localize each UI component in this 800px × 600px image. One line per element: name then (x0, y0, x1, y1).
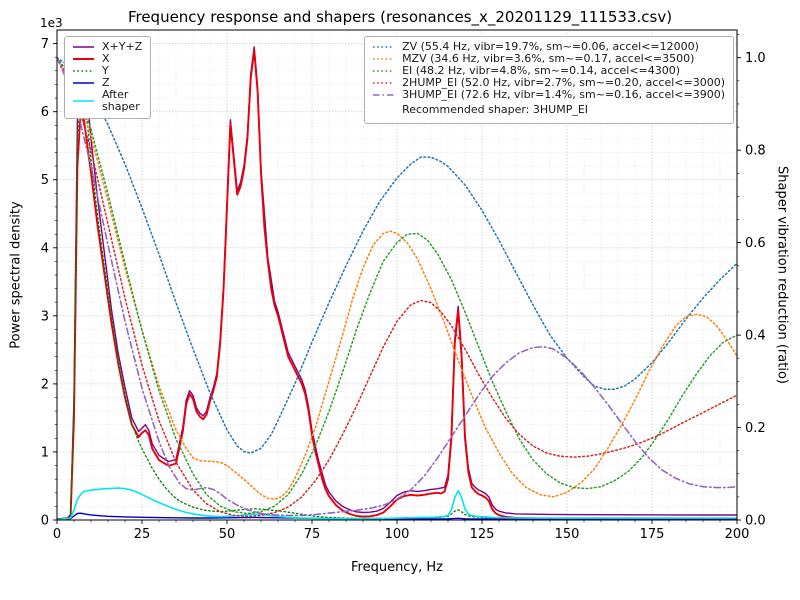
y-right-tick-label: 0.2 (745, 421, 766, 436)
legend-entry-psd-after-shaper: After shaper (71, 89, 142, 113)
y-right-tick-label: 0.6 (745, 236, 766, 251)
shaper-zv-line-sample (373, 46, 395, 48)
series-psd-x (57, 49, 737, 520)
legend-entry-shaper-ei: EI (48.2 Hz, vibr=4.8%, sm~=0.14, accel<… (371, 65, 725, 77)
legend-entry-shaper-zv: ZV (55.4 Hz, vibr=19.7%, sm~=0.06, accel… (371, 40, 725, 53)
series-psd-z (57, 512, 737, 520)
shaper-2hump-ei-line-sample (373, 82, 395, 85)
legend-entry-psd-z: Z (71, 77, 142, 89)
shaper-ei-line-sample (373, 70, 395, 73)
x-tick-label: 125 (470, 527, 495, 542)
legend-label: 3HUMP_EI (72.6 Hz, vibr=1.4%, sm~=0.16, … (402, 88, 725, 102)
shaper-mzv-line-sample (373, 58, 395, 60)
x-tick-label: 150 (555, 527, 580, 542)
series-shaper-zv (57, 56, 737, 454)
legend-label: ZV (55.4 Hz, vibr=19.7%, sm~=0.06, accel… (402, 40, 699, 53)
tick-labels: 0 25 50 75 100 125 150 175 200 0 1 2 3 4 5 6 7 0.0 0.2 0.4 0… (41, 37, 766, 542)
y-right-tick-label: 1.0 (745, 51, 766, 66)
x-tick-label: 100 (385, 527, 410, 542)
x-tick-label: 25 (134, 527, 151, 542)
x-tick-label: 50 (219, 527, 236, 542)
y-right-tick-label: 0.4 (745, 329, 766, 344)
x-tick-label: 75 (304, 527, 321, 542)
series-psd-y (57, 73, 737, 520)
legend-label: X (102, 52, 110, 66)
legend-label: After shaper (102, 88, 140, 114)
minor-ticks (54, 34, 740, 523)
shaper-3hump-ei-line-sample (373, 94, 395, 97)
major-ticks (53, 43, 741, 524)
legend-entry-shaper-3hump-ei: 3HUMP_EI (72.6 Hz, vibr=1.4%, sm~=0.16, … (371, 89, 725, 101)
shaper-series-group (57, 56, 737, 518)
series-shaper-ei (57, 56, 737, 515)
psd-after-shaper-line-sample (73, 100, 94, 103)
y-axis-label-left: Power spectral density (8, 201, 24, 349)
x-tick-label: 0 (53, 527, 61, 542)
legend-psd: X+Y+Z X Y Z After shaper (64, 36, 152, 119)
legend-label: MZV (34.6 Hz, vibr=3.6%, sm~=0.17, accel… (402, 52, 695, 66)
y-axis-label-right: Shaper vibration reduction (ratio) (774, 166, 790, 384)
series-psd-xyz (57, 46, 737, 520)
legend-entry-psd-y: Y (71, 65, 142, 77)
y-left-tick-label: 1 (41, 445, 49, 460)
y-left-tick-label: 5 (41, 173, 49, 188)
legend-entry-psd-xyz: X+Y+Z (71, 40, 143, 53)
legend-entry-shaper-2hump-ei: 2HUMP_EI (52.0 Hz, vibr=2.7%, sm~=0.20, … (371, 77, 725, 89)
y-left-tick-label: 3 (41, 309, 49, 324)
legend-label: EI (48.2 Hz, vibr=4.8%, sm~=0.14, accel<… (402, 64, 681, 78)
psd-z-line-sample (73, 82, 94, 85)
series-psd-after-shaper (57, 487, 737, 520)
y-right-tick-label: 0.0 (745, 514, 766, 529)
series-shaper-mzv (57, 56, 737, 500)
legend-entry-shaper-mzv: MZV (34.6 Hz, vibr=3.6%, sm~=0.17, accel… (371, 52, 725, 66)
x-axis-label: Frequency, Hz (350, 560, 444, 575)
chart-title: Frequency response and shapers (resonanc… (127, 8, 673, 26)
legend-label: Y (102, 64, 109, 78)
psd-x-line-sample (73, 58, 94, 61)
legend-label: 2HUMP_EI (52.0 Hz, vibr=2.7%, sm~=0.20, … (402, 76, 725, 90)
x-tick-label: 200 (725, 527, 750, 542)
y-right-tick-label: 0.8 (745, 144, 766, 159)
y-left-tick-label: 2 (41, 377, 49, 392)
recommended-shaper-text: Recommended shaper: 3HUMP_EI (402, 103, 589, 117)
psd-y-line-sample (73, 70, 94, 73)
series-shaper-3hump-ei (57, 56, 737, 517)
legend-entry-psd-x: X (71, 52, 142, 66)
psd-xyz-line-sample (73, 46, 94, 48)
legend-shapers: ZV (55.4 Hz, vibr=19.7%, sm~=0.06, accel… (364, 36, 734, 124)
legend-label: Z (102, 76, 110, 90)
y-left-tick-label: 0 (41, 514, 49, 529)
psd-series-group (57, 46, 737, 520)
legend-label: X+Y+Z (102, 40, 143, 53)
x-tick-label: 175 (640, 527, 665, 542)
y-axis-offset-text: 1e3 (40, 16, 63, 30)
series-shaper-2hump-ei (57, 56, 737, 518)
y-left-tick-label: 7 (41, 37, 49, 52)
y-left-tick-label: 6 (41, 105, 49, 120)
y-left-tick-label: 4 (41, 241, 49, 256)
